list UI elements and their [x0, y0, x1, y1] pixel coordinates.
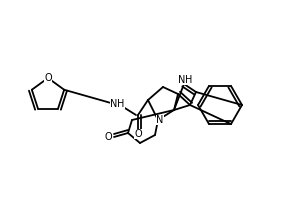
Text: H: H	[117, 99, 125, 109]
Text: H: H	[185, 75, 193, 85]
Text: O: O	[134, 129, 142, 139]
Text: O: O	[104, 132, 112, 142]
Text: N: N	[110, 99, 118, 109]
Text: O: O	[44, 73, 52, 83]
Text: N: N	[178, 75, 186, 85]
Text: N: N	[156, 115, 164, 125]
